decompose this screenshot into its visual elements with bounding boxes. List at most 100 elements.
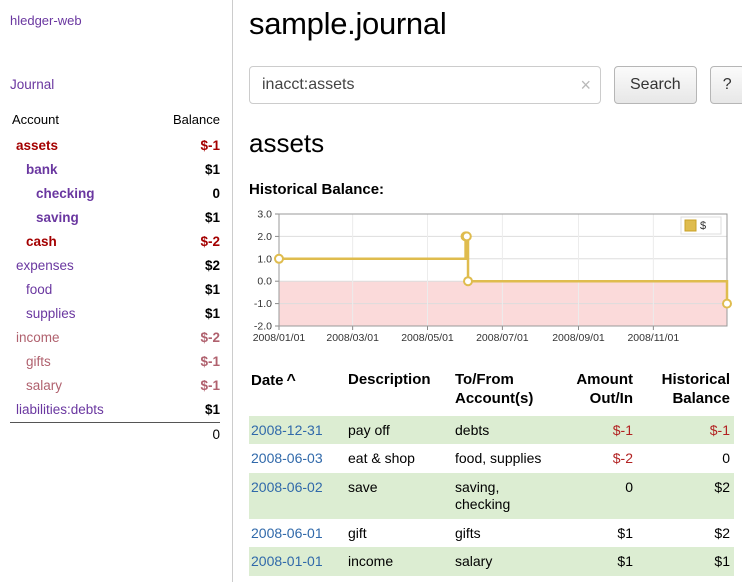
register-date-link[interactable]: 2008-06-03 bbox=[251, 450, 323, 466]
account-link-assets[interactable]: assets bbox=[16, 138, 58, 153]
account-link-supplies[interactable]: supplies bbox=[26, 306, 76, 321]
register-balance: 0 bbox=[637, 444, 734, 473]
register-amount: $1 bbox=[547, 519, 637, 548]
svg-text:-1.0: -1.0 bbox=[254, 298, 272, 310]
register-date-link[interactable]: 2008-01-01 bbox=[251, 553, 323, 569]
account-row: saving $1 bbox=[10, 206, 220, 230]
app-title: hledger-web bbox=[10, 12, 220, 30]
main-content: sample.journal × Search ? assets Histori… bbox=[233, 0, 742, 582]
register-accounts: debts bbox=[453, 416, 547, 445]
account-balance: $1 bbox=[150, 158, 220, 182]
register-accounts: salary bbox=[453, 547, 547, 576]
account-link-liabilities-debts[interactable]: liabilities:debts bbox=[16, 402, 104, 417]
account-row: salary $-1 bbox=[10, 374, 220, 398]
svg-text:2008/09/01: 2008/09/01 bbox=[552, 332, 605, 344]
register-header-balance: Historical Balance bbox=[637, 369, 734, 416]
account-balance: 0 bbox=[150, 182, 220, 206]
register-row: 2008-06-02 save saving, checking 0 $2 bbox=[249, 473, 734, 519]
account-row: liabilities:debts $1 bbox=[10, 398, 220, 423]
register-amount: $1 bbox=[547, 547, 637, 576]
search-bar: × Search ? bbox=[249, 66, 734, 104]
account-row: expenses $2 bbox=[10, 254, 220, 278]
historical-balance-chart: 3.02.01.00.0-1.0-2.02008/01/012008/03/01… bbox=[249, 208, 734, 351]
register-description: pay off bbox=[346, 416, 453, 445]
svg-text:2008/03/01: 2008/03/01 bbox=[326, 332, 379, 344]
register-balance: $2 bbox=[637, 473, 734, 519]
hledger-web-app: hledger-web Journal Account Balance asse… bbox=[0, 0, 742, 582]
svg-text:2.0: 2.0 bbox=[257, 231, 272, 243]
register-amount: 0 bbox=[547, 473, 637, 519]
svg-text:3.0: 3.0 bbox=[257, 209, 272, 221]
account-balance: $-2 bbox=[150, 326, 220, 350]
register-balance: $2 bbox=[637, 519, 734, 548]
register-description: eat & shop bbox=[346, 444, 453, 473]
register-accounts: gifts bbox=[453, 519, 547, 548]
chart-title: Historical Balance: bbox=[249, 181, 734, 198]
clear-search-icon[interactable]: × bbox=[580, 76, 591, 94]
nav-journal: Journal bbox=[10, 76, 220, 94]
search-button[interactable]: Search bbox=[614, 66, 697, 104]
register-header-description: Description bbox=[346, 369, 453, 416]
register-accounts: saving, checking bbox=[453, 473, 547, 519]
accounts-total-row: 0 bbox=[10, 423, 220, 448]
register-header-amount: Amount Out/In bbox=[547, 369, 637, 416]
accounts-header-balance: Balance bbox=[150, 110, 220, 134]
account-row: cash $-2 bbox=[10, 230, 220, 254]
account-balance: $1 bbox=[150, 398, 220, 423]
register-row: 2008-06-03 eat & shop food, supplies $-2… bbox=[249, 444, 734, 473]
accounts-header-account: Account bbox=[10, 110, 150, 134]
account-link-salary[interactable]: salary bbox=[26, 378, 62, 393]
account-row: food $1 bbox=[10, 278, 220, 302]
register-amount: $-1 bbox=[547, 416, 637, 445]
account-row: gifts $-1 bbox=[10, 350, 220, 374]
account-link-expenses[interactable]: expenses bbox=[16, 258, 74, 273]
sort-asc-icon: ^ bbox=[287, 372, 296, 389]
register-header-accounts: To/From Account(s) bbox=[453, 369, 547, 416]
account-row: supplies $1 bbox=[10, 302, 220, 326]
account-balance: $-1 bbox=[150, 350, 220, 374]
register-table: Date^ Description To/From Account(s) Amo… bbox=[249, 369, 734, 576]
help-button[interactable]: ? bbox=[710, 66, 742, 104]
account-balance: $1 bbox=[150, 278, 220, 302]
register-description: save bbox=[346, 473, 453, 519]
account-link-checking[interactable]: checking bbox=[36, 186, 95, 201]
register-balance: $1 bbox=[637, 547, 734, 576]
register-description: gift bbox=[346, 519, 453, 548]
account-balance: $-2 bbox=[150, 230, 220, 254]
account-balance: $2 bbox=[150, 254, 220, 278]
svg-text:2008/11/01: 2008/11/01 bbox=[627, 332, 679, 344]
register-header-row: Date^ Description To/From Account(s) Amo… bbox=[249, 369, 734, 416]
chart-svg: 3.02.01.00.0-1.0-2.02008/01/012008/03/01… bbox=[249, 208, 735, 346]
search-input[interactable] bbox=[249, 66, 601, 104]
account-link-bank[interactable]: bank bbox=[26, 162, 58, 177]
app-title-link[interactable]: hledger-web bbox=[10, 13, 82, 28]
account-row: bank $1 bbox=[10, 158, 220, 182]
accounts-table: Account Balance assets $-1 bank $1 check… bbox=[10, 110, 220, 447]
account-link-saving[interactable]: saving bbox=[36, 210, 79, 225]
register-date-link[interactable]: 2008-12-31 bbox=[251, 422, 323, 438]
page-title: sample.journal bbox=[249, 6, 734, 42]
svg-text:-2.0: -2.0 bbox=[254, 321, 272, 333]
account-heading: assets bbox=[249, 128, 734, 159]
accounts-total-value: 0 bbox=[150, 423, 220, 448]
account-link-gifts[interactable]: gifts bbox=[26, 354, 51, 369]
account-balance: $1 bbox=[150, 206, 220, 230]
register-row: 2008-06-01 gift gifts $1 $2 bbox=[249, 519, 734, 548]
journal-link[interactable]: Journal bbox=[10, 77, 54, 92]
svg-text:$: $ bbox=[700, 220, 706, 232]
account-link-income[interactable]: income bbox=[16, 330, 60, 345]
register-date-link[interactable]: 2008-06-01 bbox=[251, 525, 323, 541]
account-row: assets $-1 bbox=[10, 134, 220, 158]
svg-text:2008/01/01: 2008/01/01 bbox=[253, 332, 306, 344]
accounts-header-row: Account Balance bbox=[10, 110, 220, 134]
svg-text:1.0: 1.0 bbox=[257, 253, 272, 265]
register-date-link[interactable]: 2008-06-02 bbox=[251, 479, 323, 495]
account-link-cash[interactable]: cash bbox=[26, 234, 57, 249]
account-link-food[interactable]: food bbox=[26, 282, 52, 297]
register-header-date[interactable]: Date^ bbox=[249, 369, 346, 416]
sidebar: hledger-web Journal Account Balance asse… bbox=[0, 0, 233, 582]
register-accounts: food, supplies bbox=[453, 444, 547, 473]
svg-text:2008/07/01: 2008/07/01 bbox=[476, 332, 529, 344]
account-balance: $1 bbox=[150, 302, 220, 326]
account-row: checking 0 bbox=[10, 182, 220, 206]
